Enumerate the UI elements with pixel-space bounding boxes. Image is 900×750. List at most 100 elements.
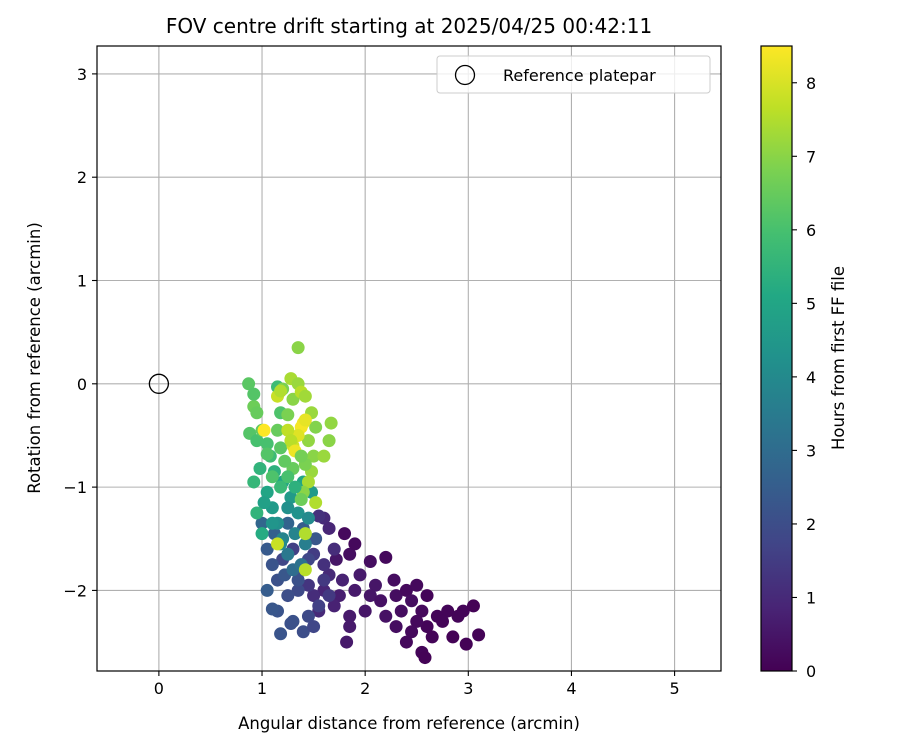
data-point: [281, 589, 295, 603]
data-point: [324, 416, 338, 430]
colorbar-tick-label: 5: [806, 294, 816, 313]
y-axis-title: Rotation from reference (arcmin): [25, 222, 44, 494]
data-point: [255, 527, 269, 541]
axes: 0 1 2 3 4 5 −2 −1 0 1 2 3: [63, 45, 722, 698]
data-point: [418, 651, 432, 665]
data-point: [338, 527, 352, 541]
data-point: [353, 568, 367, 582]
data-point: [260, 437, 274, 451]
data-point: [348, 583, 362, 597]
colorbar-tick-label: 8: [806, 74, 816, 93]
data-point: [242, 377, 256, 391]
data-point: [363, 554, 377, 568]
data-point: [374, 594, 388, 608]
x-tick-label: 5: [669, 679, 679, 698]
y-tick-label: 2: [77, 168, 87, 187]
data-point: [405, 594, 419, 608]
data-point: [301, 578, 315, 592]
data-point: [265, 470, 279, 484]
data-point: [274, 627, 288, 641]
data-point: [343, 620, 357, 634]
data-point: [399, 583, 413, 597]
data-point: [284, 616, 298, 630]
data-point: [288, 480, 302, 494]
x-tick-label: 0: [154, 679, 164, 698]
data-point: [274, 441, 288, 455]
data-point: [420, 589, 434, 603]
data-point: [265, 602, 279, 616]
colorbar-tick-label: 2: [806, 515, 816, 534]
data-point: [322, 521, 336, 535]
data-point: [298, 527, 312, 541]
data-point: [296, 625, 310, 639]
data-point: [301, 511, 315, 525]
data-point: [298, 389, 312, 403]
data-point: [301, 609, 315, 623]
data-point: [301, 475, 315, 489]
data-point: [343, 609, 357, 623]
data-point: [281, 501, 295, 515]
scatter-points: [148, 341, 486, 665]
data-point: [459, 637, 473, 651]
colorbar-tick-label: 7: [806, 147, 816, 166]
y-tick-label: 0: [77, 375, 87, 394]
data-point: [322, 589, 336, 603]
data-point: [472, 628, 486, 642]
data-point: [298, 537, 312, 551]
data-point: [274, 480, 288, 494]
data-point: [309, 496, 323, 510]
data-point: [288, 527, 302, 541]
x-tick-label: 3: [463, 679, 473, 698]
data-point: [281, 470, 295, 484]
data-point: [327, 542, 341, 556]
data-point: [274, 384, 288, 398]
data-point: [317, 573, 331, 587]
data-point: [270, 537, 284, 551]
colorbar-tick-label: 1: [806, 588, 816, 607]
y-tick-label: 3: [77, 65, 87, 84]
data-point: [332, 589, 346, 603]
data-point: [253, 462, 267, 476]
data-point: [410, 578, 424, 592]
legend-label: Reference platepar: [503, 66, 656, 85]
data-point: [250, 434, 264, 448]
data-point: [327, 599, 341, 613]
grid: [97, 46, 721, 671]
data-point: [270, 423, 284, 437]
data-point: [379, 550, 393, 564]
legend: Reference platepar: [436, 55, 711, 94]
data-point: [317, 449, 331, 463]
colorbar-tick-label: 3: [806, 441, 816, 460]
data-point: [298, 413, 312, 427]
data-point: [260, 583, 274, 597]
data-point: [456, 604, 470, 618]
data-point: [348, 537, 362, 551]
data-point: [301, 434, 315, 448]
data-point: [260, 542, 274, 556]
data-point: [257, 496, 271, 510]
colorbar-bar: [760, 45, 793, 672]
data-point: [340, 635, 354, 649]
y-tick-label: 1: [77, 272, 87, 291]
data-point: [466, 599, 480, 613]
data-point: [294, 493, 308, 507]
x-tick-label: 4: [566, 679, 576, 698]
data-point: [298, 563, 312, 577]
data-point: [399, 635, 413, 649]
data-point: [379, 609, 393, 623]
data-point: [265, 516, 279, 530]
data-point: [358, 604, 372, 618]
data-point: [255, 516, 269, 530]
data-point: [291, 506, 305, 520]
data-point: [260, 485, 274, 499]
data-point: [309, 420, 323, 434]
reference-platepar-marker: [148, 373, 170, 394]
data-point: [284, 490, 298, 504]
data-point: [322, 434, 336, 448]
data-point: [317, 558, 331, 572]
data-point: [309, 532, 323, 546]
data-point: [312, 509, 326, 523]
data-point: [250, 406, 264, 420]
data-point: [420, 620, 434, 634]
